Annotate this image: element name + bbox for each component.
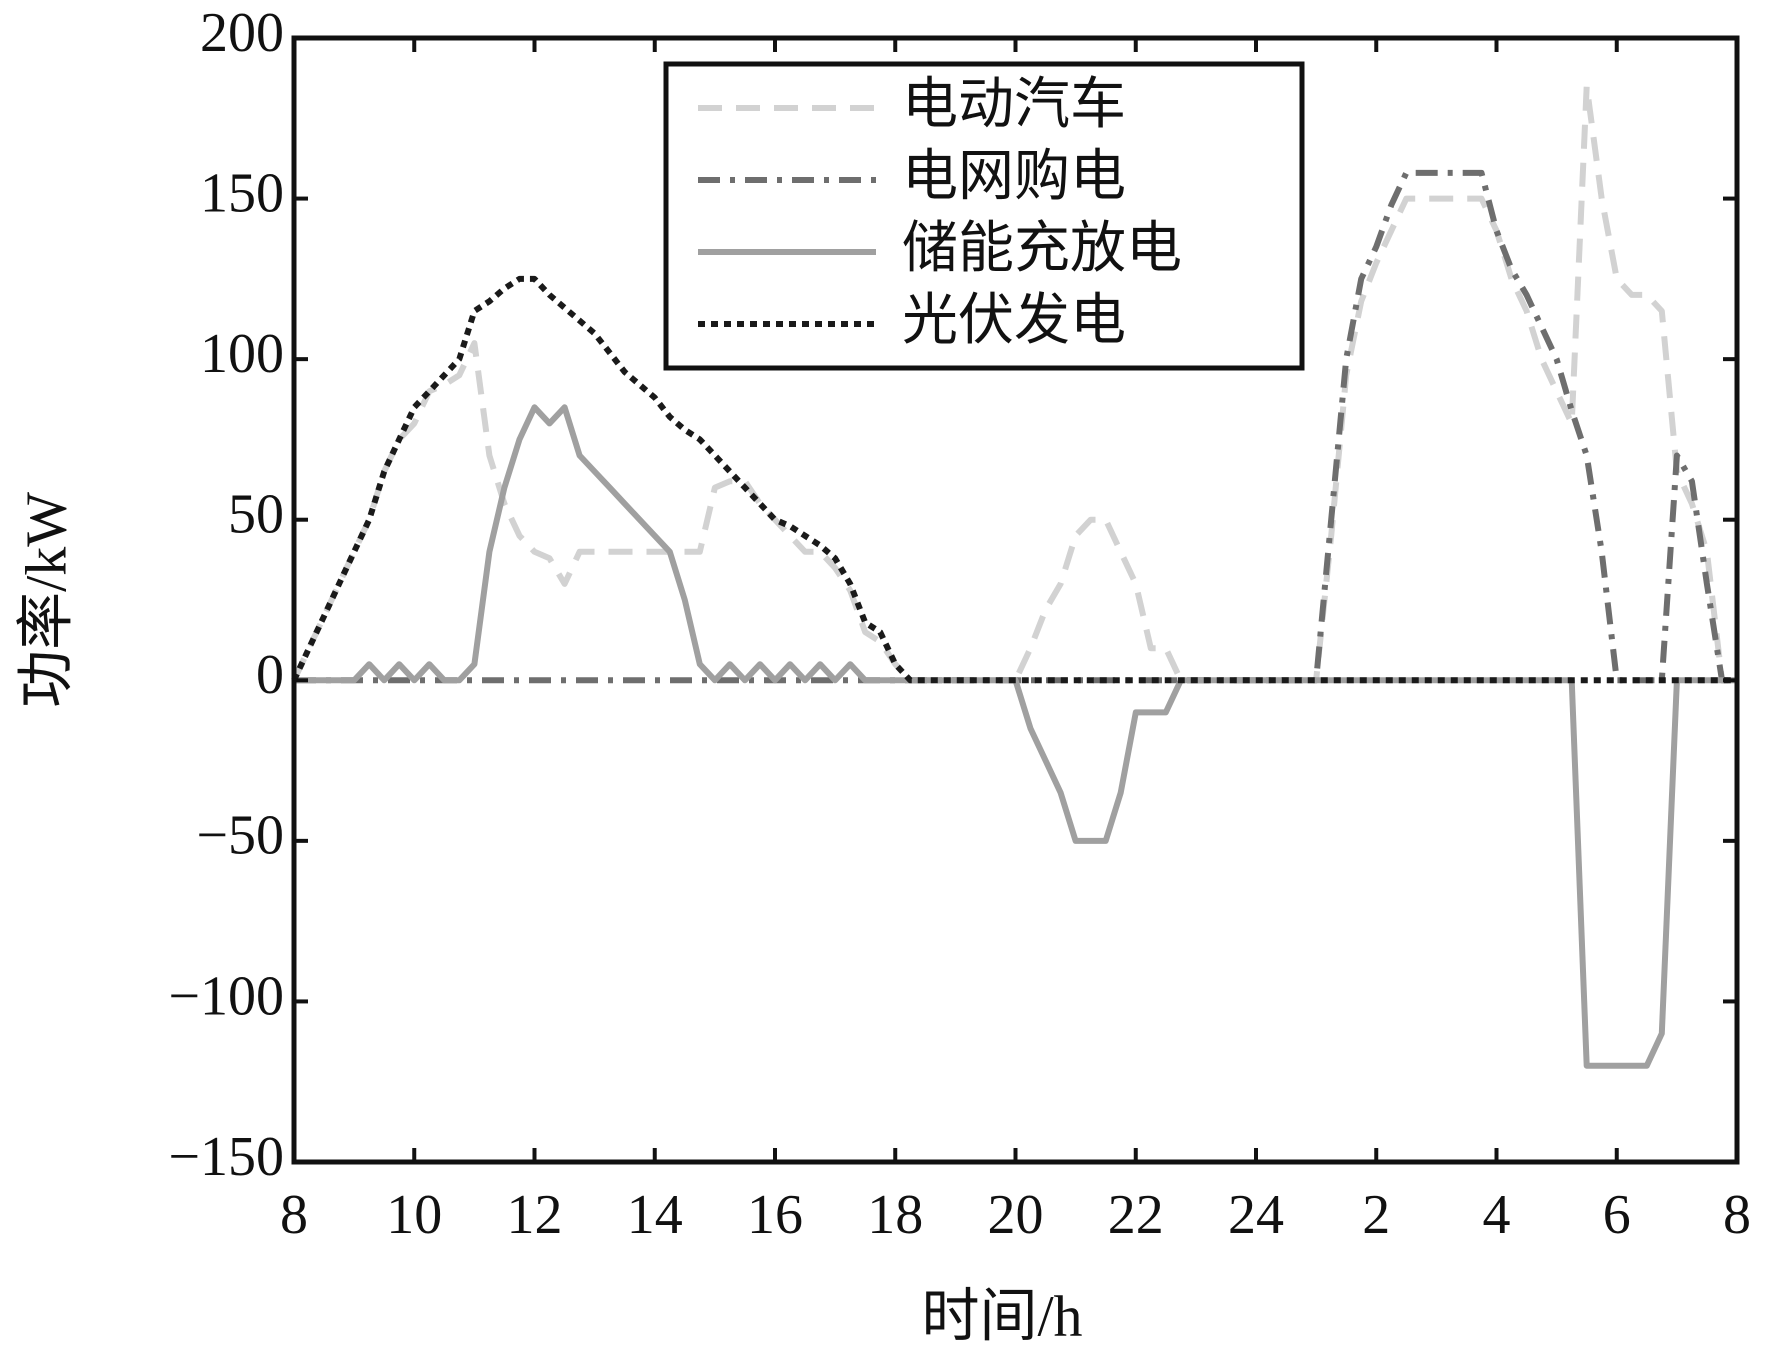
y-tick-label: −150 [168,1126,284,1188]
x-tick-label: 2 [1362,1184,1390,1246]
x-axis-title: 时间/h [921,1283,1082,1348]
x-tick-label: 22 [1108,1184,1164,1246]
x-tick-label: 6 [1603,1184,1631,1246]
x-tick-label: 18 [867,1184,923,1246]
x-tick-label: 8 [1723,1184,1751,1246]
legend-box [663,61,1305,371]
y-tick-label: 0 [256,644,284,706]
x-tick-label: 4 [1483,1184,1511,1246]
legend-label: 电动汽车 [902,74,1126,136]
y-tick-label: 150 [200,162,284,224]
series-line [291,83,1737,684]
y-tick-label: 50 [228,484,284,546]
x-tick-label: 8 [280,1184,308,1246]
x-tick-label: 16 [747,1184,803,1246]
series-line [294,404,1737,1069]
y-axis-title: 功率/kW [13,492,78,708]
x-tick-label: 20 [988,1184,1044,1246]
x-tick-label: 24 [1228,1184,1284,1246]
x-tick-label: 12 [507,1184,563,1246]
x-tick-label: 10 [386,1184,442,1246]
y-tick-label: 100 [200,323,284,385]
series-line [291,275,1737,684]
legend-label: 光伏发电 [902,290,1126,352]
y-tick-label: −50 [196,805,284,867]
legend-label: 电网购电 [902,146,1126,208]
y-tick-label: −100 [168,965,284,1027]
x-tick-label: 14 [627,1184,683,1246]
plot-area [291,83,1737,1069]
legend-label: 储能充放电 [902,218,1182,280]
y-tick-label: 200 [200,2,284,64]
